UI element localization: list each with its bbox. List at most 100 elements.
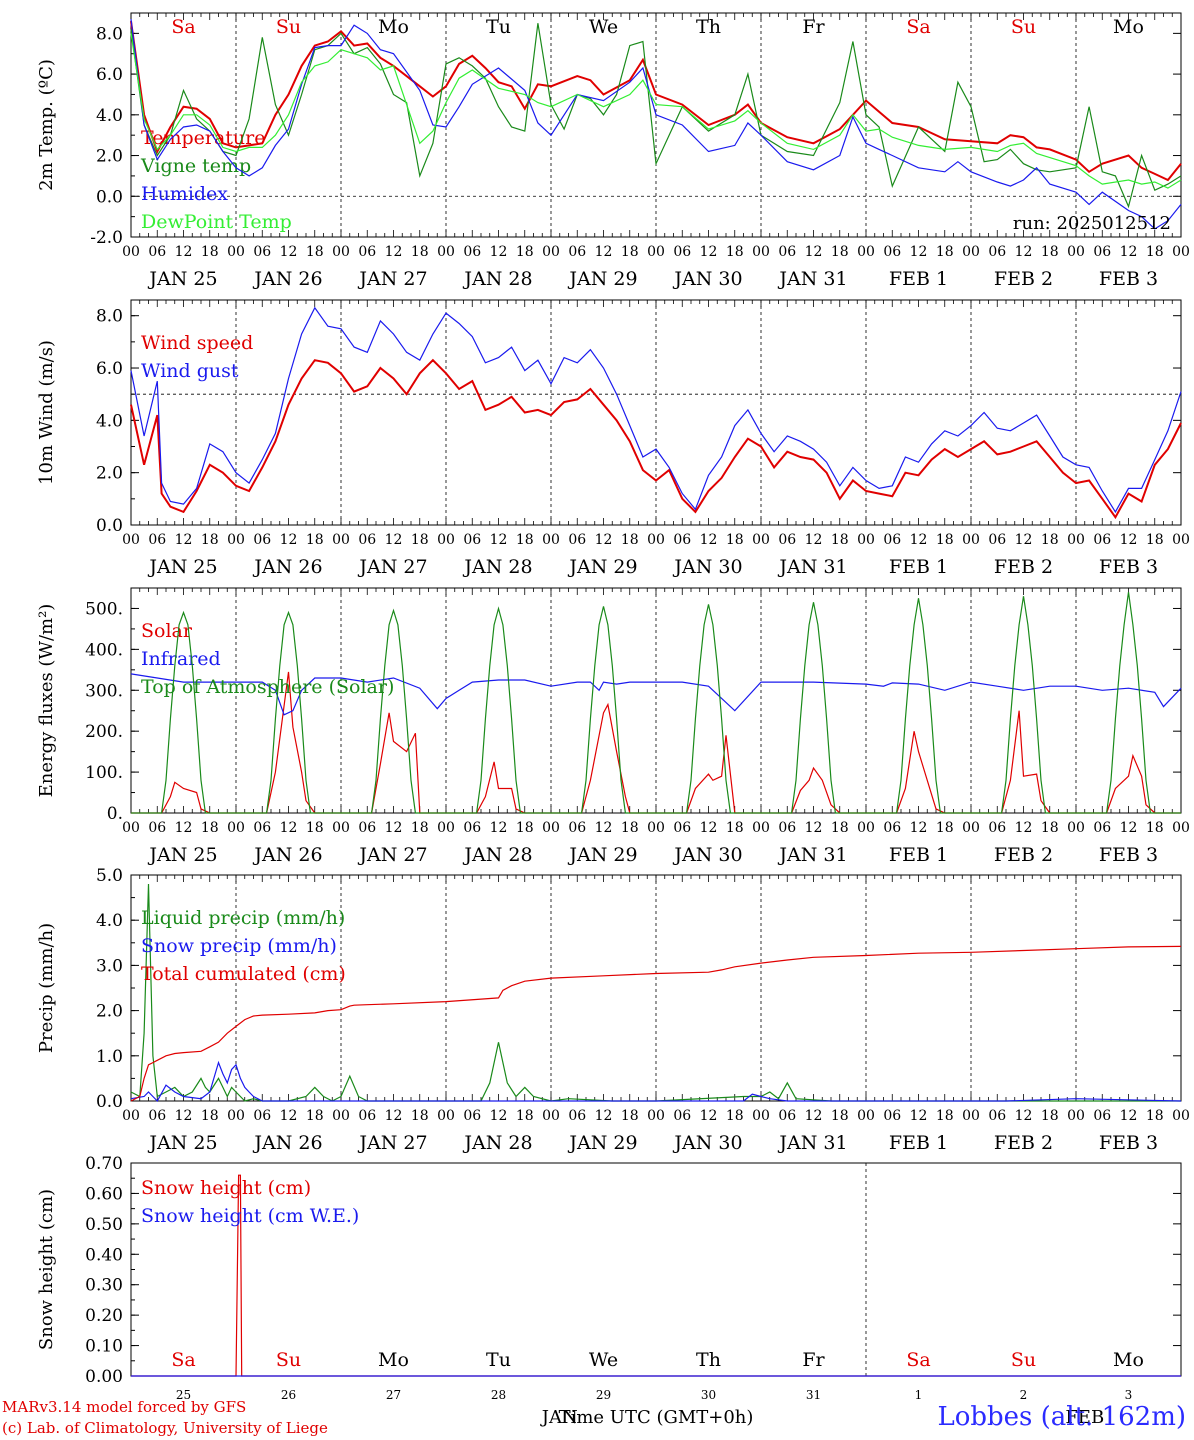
hour-label: 06	[148, 244, 166, 260]
hour-label: 06	[988, 532, 1006, 548]
y-axis-label: Snow height (cm)	[36, 1189, 57, 1350]
hour-label: 00	[857, 1108, 875, 1124]
y-tick-label: 2.0	[96, 1002, 123, 1022]
hour-label: 12	[700, 244, 718, 260]
plot-frame	[130, 587, 1182, 814]
hour-label: 00	[542, 532, 560, 548]
credit-lab: (c) Lab. of Climatology, University of L…	[2, 1419, 328, 1437]
day-number-label: 28	[491, 1388, 506, 1402]
hour-label: 18	[621, 244, 639, 260]
hour-label: 00	[122, 532, 140, 548]
series-line-total-cumulated-cm	[130, 945, 1182, 1102]
hour-label: 06	[778, 820, 796, 836]
hour-label: 18	[306, 1108, 324, 1124]
weekday-label: Sa	[906, 1349, 930, 1371]
date-label: JAN 26	[252, 556, 322, 578]
date-label: FEB 1	[889, 844, 948, 866]
hour-label: 18	[831, 820, 849, 836]
hour-label: 06	[148, 820, 166, 836]
hour-label: 12	[910, 244, 928, 260]
hour-label: 18	[1041, 820, 1059, 836]
y-tick-label: 0.0	[96, 187, 123, 207]
hour-label: 12	[490, 1108, 508, 1124]
month-label-feb: FEB	[1065, 1407, 1104, 1428]
time-axis-label: Time UTC (GMT+0h)	[559, 1407, 754, 1428]
y-tick-label: 4.0	[96, 911, 123, 931]
hour-label: 06	[673, 820, 691, 836]
hour-label: 06	[673, 244, 691, 260]
date-label: JAN 31	[777, 268, 847, 290]
legend-label: Humidex	[141, 183, 228, 205]
panel-4: 0.0 1.0 2.0 3.0 4.0 5.0 Precip (mm/h) 00 06 12 18 0…	[36, 866, 1190, 1154]
y-tick-label: 8.0	[96, 307, 123, 327]
hour-label: 12	[280, 820, 298, 836]
hour-label: 06	[463, 820, 481, 836]
legend-label: Snow height (cm W.E.)	[141, 1205, 359, 1227]
y-axis-label: 2m Temp. (ºC)	[36, 59, 57, 191]
date-label: JAN 30	[672, 844, 742, 866]
hour-label: 00	[1172, 1108, 1190, 1124]
date-label: JAN 25	[147, 556, 217, 578]
date-label: JAN 28	[462, 556, 532, 578]
date-label: JAN 25	[147, 268, 217, 290]
legend-label: Liquid precip (mm/h)	[141, 907, 345, 929]
hour-label: 18	[1146, 1108, 1164, 1124]
hour-label: 18	[516, 532, 534, 548]
hour-label: 00	[857, 244, 875, 260]
hour-label: 06	[988, 820, 1006, 836]
y-tick-label: 1.0	[96, 1047, 123, 1067]
hour-label: 12	[1120, 1108, 1138, 1124]
y-tick-label: 100.	[85, 763, 123, 783]
hour-label: 00	[962, 532, 980, 548]
hour-label: 00	[752, 244, 770, 260]
hour-label: 06	[568, 1108, 586, 1124]
hour-label: 06	[673, 1108, 691, 1124]
hour-label: 18	[306, 532, 324, 548]
hour-label: 12	[1015, 1108, 1033, 1124]
hour-label: 06	[883, 532, 901, 548]
legend-label: Vigne temp	[140, 155, 251, 177]
hour-label: 00	[1172, 820, 1190, 836]
legend-label: Top of Atmosphere (Solar)	[141, 676, 394, 698]
date-label: FEB 2	[994, 1132, 1053, 1154]
y-tick-label: 8.0	[96, 24, 123, 44]
hour-label: 12	[1120, 244, 1138, 260]
hour-label: 00	[1067, 1108, 1085, 1124]
date-label: FEB 2	[994, 556, 1053, 578]
y-tick-label: 2.0	[96, 464, 123, 484]
hour-label: 00	[1172, 244, 1190, 260]
hour-label: 12	[910, 820, 928, 836]
legend-label: Infrared	[141, 648, 221, 670]
day-number-label: 27	[386, 1388, 401, 1402]
hour-label: 00	[1067, 244, 1085, 260]
hour-label: 00	[647, 1108, 665, 1124]
date-label: JAN 29	[567, 1132, 637, 1154]
hour-label: 00	[752, 532, 770, 548]
y-tick-label: 0.0	[96, 516, 123, 536]
hour-label: 06	[883, 1108, 901, 1124]
date-label: JAN 27	[357, 844, 427, 866]
date-label: FEB 1	[889, 556, 948, 578]
hour-label: 00	[332, 1108, 350, 1124]
hour-label: 18	[516, 1108, 534, 1124]
y-tick-label: 0.0	[96, 1092, 123, 1112]
hour-label: 00	[227, 532, 245, 548]
hour-label: 06	[568, 244, 586, 260]
y-tick-label: 0.00	[85, 1367, 123, 1387]
hour-label: 18	[936, 820, 954, 836]
series-line-dewpoint-temp	[130, 33, 1182, 189]
date-label: JAN 27	[357, 268, 427, 290]
date-label: JAN 27	[357, 556, 427, 578]
hour-label: 18	[1146, 532, 1164, 548]
panel-5: 0.00 0.10 0.20 0.30 0.40 0.50 0.60 0.70 Snow hei…	[36, 1154, 1182, 1428]
legend-label: Total cumulated (cm)	[141, 963, 346, 985]
date-label: FEB 1	[889, 268, 948, 290]
hour-label: 06	[568, 820, 586, 836]
y-tick-label: 0.10	[85, 1337, 123, 1357]
y-tick-label: 6.0	[96, 65, 123, 85]
date-label: FEB 2	[994, 268, 1053, 290]
hour-label: 00	[1067, 532, 1085, 548]
hour-label: 12	[280, 1108, 298, 1124]
hour-label: 06	[463, 532, 481, 548]
hour-label: 18	[201, 820, 219, 836]
